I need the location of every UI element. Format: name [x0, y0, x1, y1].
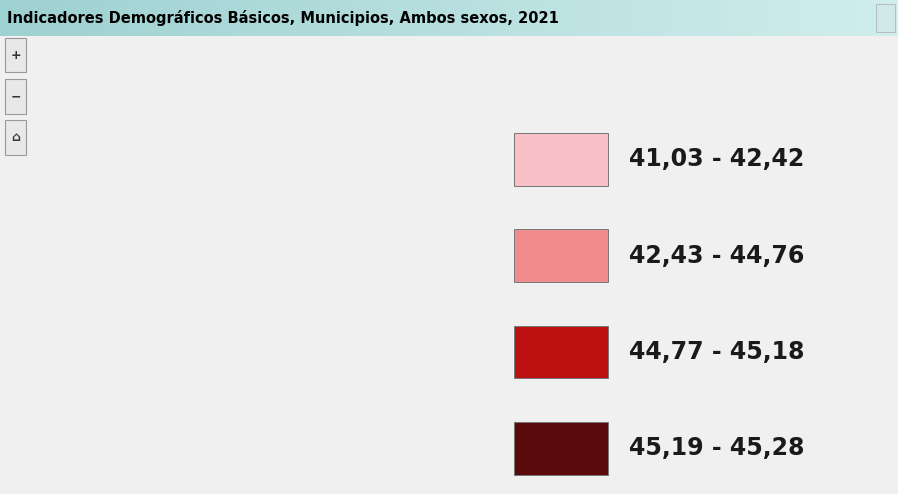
- Text: 45,19 - 45,28: 45,19 - 45,28: [629, 436, 805, 460]
- Bar: [514, 326, 608, 378]
- Text: 44,77 - 45,18: 44,77 - 45,18: [629, 340, 805, 364]
- Text: Indicadores Demográficos Básicos, Municipios, Ambos sexos, 2021: Indicadores Demográficos Básicos, Munici…: [7, 10, 559, 26]
- Bar: [4, 38, 26, 72]
- Bar: [514, 422, 608, 475]
- Text: +: +: [10, 49, 21, 62]
- Bar: [4, 79, 26, 114]
- Text: 41,03 - 42,42: 41,03 - 42,42: [629, 147, 805, 171]
- Bar: [514, 133, 608, 186]
- Bar: [514, 229, 608, 282]
- Text: −: −: [10, 90, 21, 103]
- Text: ⌂: ⌂: [11, 131, 20, 144]
- Text: 42,43 - 44,76: 42,43 - 44,76: [629, 244, 805, 268]
- Bar: [4, 121, 26, 155]
- Bar: [876, 3, 895, 32]
